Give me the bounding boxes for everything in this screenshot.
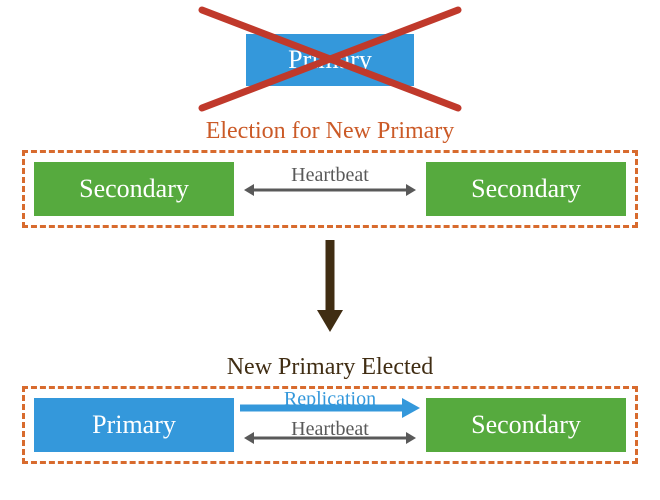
election-title-text: Election for New Primary — [206, 118, 455, 144]
heartbeat-label-2-text: Heartbeat — [291, 418, 369, 440]
failed-primary-node: Primary — [246, 34, 414, 86]
failed-primary-label: Primary — [288, 45, 372, 75]
elected-title-text: New Primary Elected — [227, 354, 434, 380]
heartbeat-label-1: Heartbeat — [244, 164, 416, 187]
heartbeat-label-1-text: Heartbeat — [291, 164, 369, 186]
election-title: Election for New Primary — [0, 118, 660, 145]
election-dashed-box — [22, 150, 638, 228]
replica-election-diagram: Primary Secondary Secondary Primary Seco… — [0, 0, 660, 500]
elected-title: New Primary Elected — [0, 354, 660, 381]
replication-label: Replication — [240, 388, 420, 411]
heartbeat-label-2: Heartbeat — [244, 418, 416, 441]
replication-label-text: Replication — [284, 388, 376, 410]
